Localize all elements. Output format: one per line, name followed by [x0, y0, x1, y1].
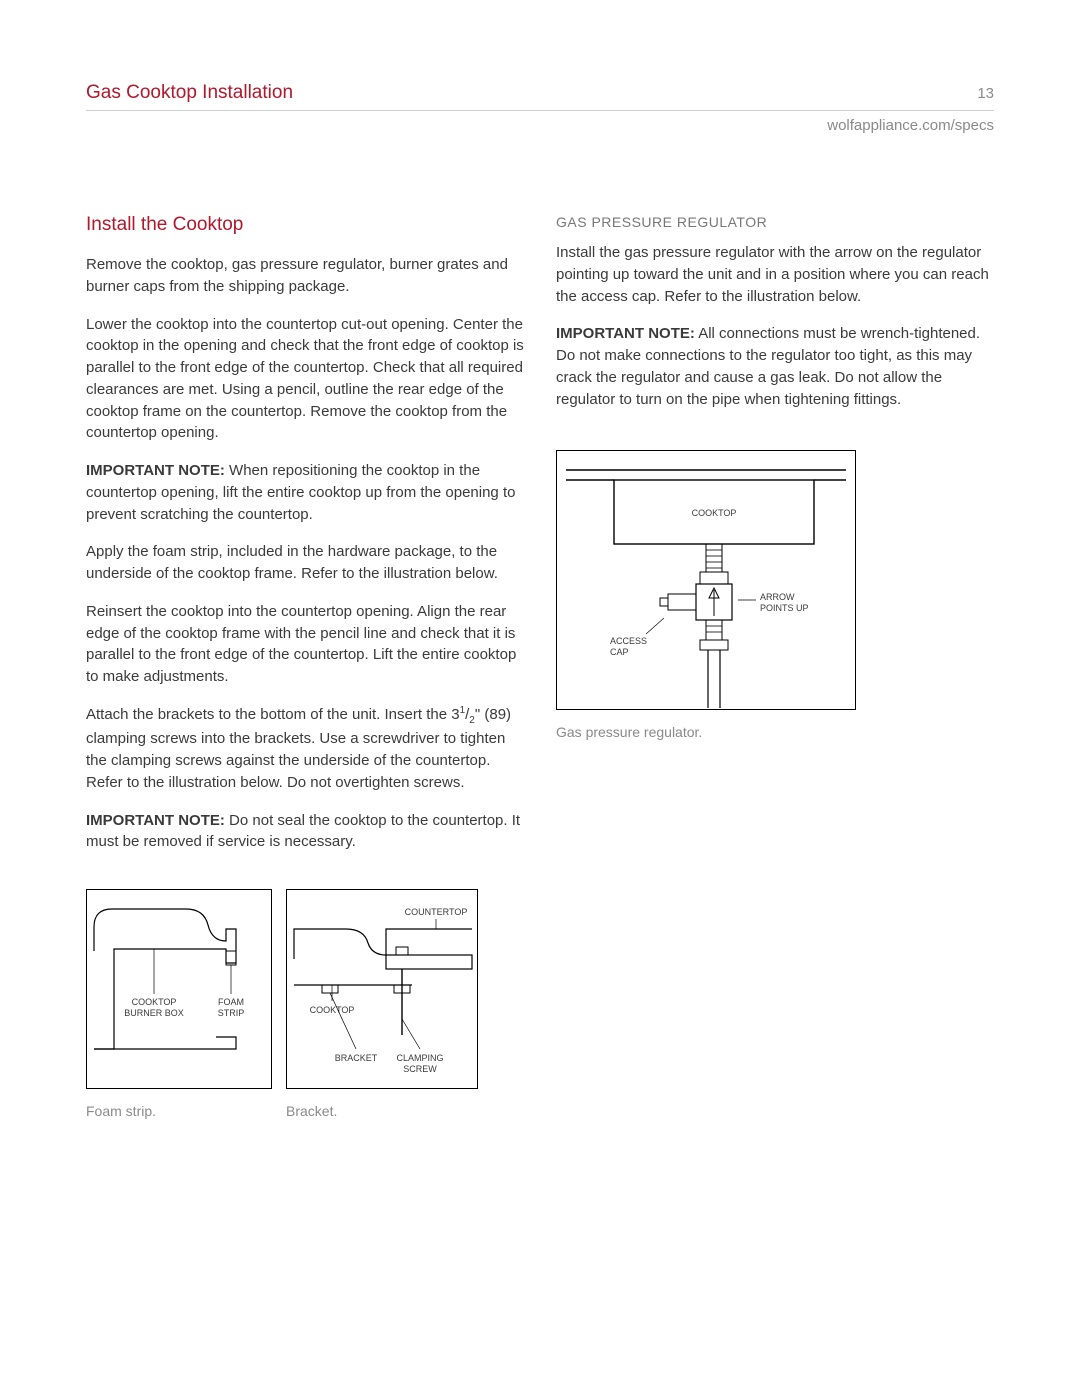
- figure-regulator: COOKTOP: [556, 450, 994, 740]
- figure-bracket: COUNTERTOP COOKTOP BRACKET CLAMPING SCRE…: [286, 889, 478, 1119]
- header-url: wolfappliance.com/specs: [86, 117, 994, 134]
- header-title: Gas Cooktop Installation: [86, 82, 293, 104]
- para-2: Lower the cooktop into the countertop cu…: [86, 314, 524, 445]
- caption-foam: Foam strip.: [86, 1103, 272, 1119]
- label-countertop: COUNTERTOP: [405, 907, 468, 917]
- label-cooktop: COOKTOP: [310, 1005, 355, 1015]
- label-clamp2: SCREW: [403, 1064, 437, 1074]
- right-column: GAS PRESSURE REGULATOR Install the gas p…: [556, 214, 994, 1119]
- label-bracket: BRACKET: [335, 1053, 378, 1063]
- section-title: Install the Cooktop: [86, 214, 524, 236]
- right-para-2: IMPORTANT NOTE: All connections must be …: [556, 323, 994, 410]
- right-para-1: Install the gas pressure regulator with …: [556, 242, 994, 307]
- label-reg-cooktop: COOKTOP: [692, 508, 737, 518]
- important-note-label-2: IMPORTANT NOTE:: [86, 812, 225, 829]
- para-6a: Attach the brackets to the bottom of the…: [86, 706, 460, 723]
- para-5: Reinsert the cooktop into the countertop…: [86, 601, 524, 688]
- left-column: Install the Cooktop Remove the cooktop, …: [86, 214, 524, 1119]
- label-burner2: BURNER BOX: [124, 1008, 184, 1018]
- foam-diagram: COOKTOP BURNER BOX FOAM STRIP: [86, 889, 272, 1089]
- label-arrow1: ARROW: [760, 592, 795, 602]
- figure-foam-strip: COOKTOP BURNER BOX FOAM STRIP Foam strip…: [86, 889, 272, 1119]
- caption-bracket: Bracket.: [286, 1103, 478, 1119]
- label-foam2: STRIP: [218, 1008, 245, 1018]
- para-3: IMPORTANT NOTE: When repositioning the c…: [86, 460, 524, 525]
- important-note-label: IMPORTANT NOTE:: [86, 462, 225, 479]
- label-foam1: FOAM: [218, 997, 244, 1007]
- para-1: Remove the cooktop, gas pressure regulat…: [86, 254, 524, 298]
- label-access2: CAP: [610, 647, 629, 657]
- para-4: Apply the foam strip, included in the ha…: [86, 541, 524, 585]
- figures-row: COOKTOP BURNER BOX FOAM STRIP Foam strip…: [86, 889, 524, 1119]
- label-arrow2: POINTS UP: [760, 603, 809, 613]
- para-6: Attach the brackets to the bottom of the…: [86, 704, 524, 794]
- label-burner1: COOKTOP: [132, 997, 177, 1007]
- caption-regulator: Gas pressure regulator.: [556, 724, 994, 740]
- label-access1: ACCESS: [610, 636, 647, 646]
- page-header: Gas Cooktop Installation 13: [86, 82, 994, 111]
- frac-num: 1: [460, 705, 466, 716]
- regulator-diagram: COOKTOP: [556, 450, 856, 710]
- subsection-title: GAS PRESSURE REGULATOR: [556, 214, 994, 230]
- bracket-diagram: COUNTERTOP COOKTOP BRACKET CLAMPING SCRE…: [286, 889, 478, 1089]
- important-note-label-3: IMPORTANT NOTE:: [556, 325, 695, 342]
- label-clamp1: CLAMPING: [396, 1053, 443, 1063]
- page-number: 13: [977, 85, 994, 102]
- para-7: IMPORTANT NOTE: Do not seal the cooktop …: [86, 810, 524, 854]
